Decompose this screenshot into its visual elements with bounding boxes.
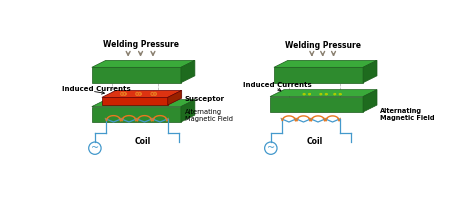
Polygon shape: [102, 90, 182, 97]
Text: Induced Currents: Induced Currents: [63, 86, 131, 92]
Polygon shape: [92, 107, 181, 122]
Polygon shape: [168, 90, 182, 105]
Polygon shape: [181, 100, 195, 122]
Polygon shape: [363, 90, 377, 112]
Text: Alternating
Magnetic Field: Alternating Magnetic Field: [185, 109, 233, 122]
Polygon shape: [363, 60, 377, 83]
Polygon shape: [270, 90, 377, 97]
Polygon shape: [92, 60, 195, 67]
Text: Coil: Coil: [135, 137, 151, 146]
Polygon shape: [92, 100, 195, 107]
Text: Coil: Coil: [307, 137, 323, 146]
Polygon shape: [274, 60, 377, 67]
Polygon shape: [92, 67, 181, 83]
Text: Induced Currents: Induced Currents: [243, 82, 312, 88]
Polygon shape: [181, 60, 195, 83]
Text: Alternating
Magnetic Field: Alternating Magnetic Field: [380, 108, 435, 121]
Polygon shape: [274, 67, 363, 83]
Text: Welding Pressure: Welding Pressure: [285, 41, 361, 50]
Text: Susceptor: Susceptor: [185, 96, 225, 102]
Text: ~: ~: [91, 143, 99, 153]
Polygon shape: [270, 97, 363, 112]
Polygon shape: [102, 97, 168, 105]
Text: Welding Pressure: Welding Pressure: [102, 40, 179, 49]
Text: ~: ~: [267, 143, 275, 153]
